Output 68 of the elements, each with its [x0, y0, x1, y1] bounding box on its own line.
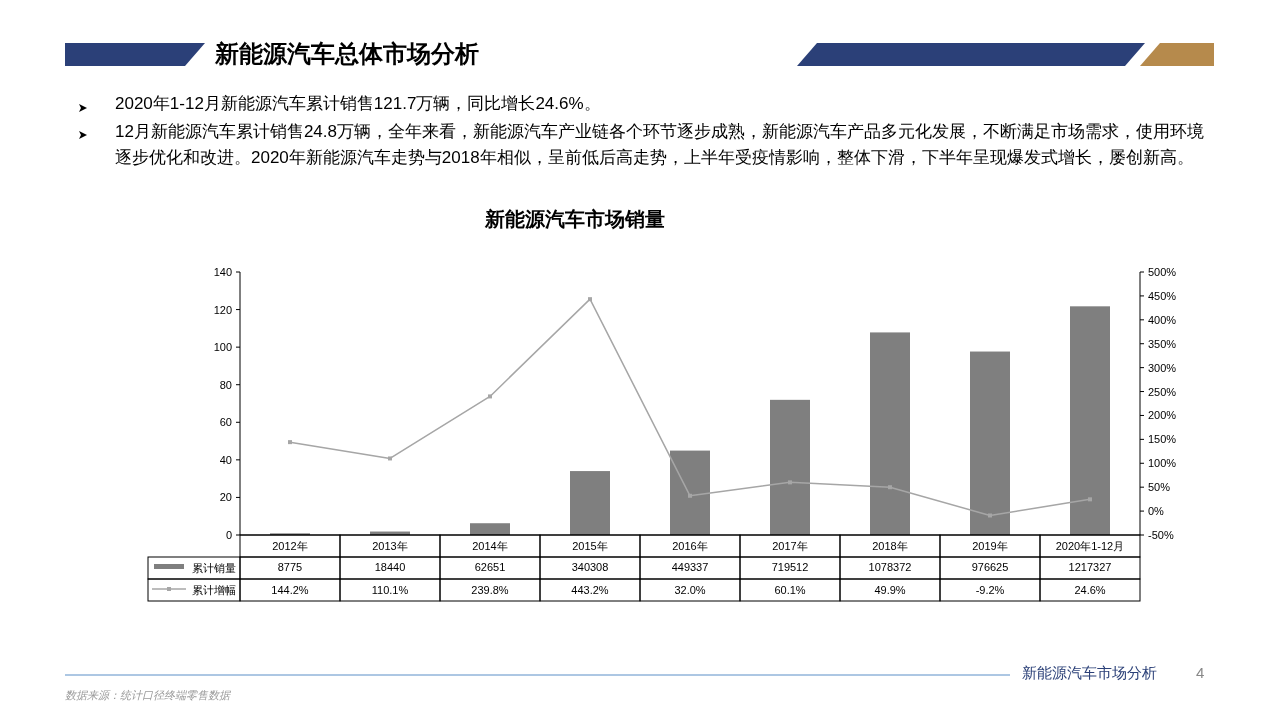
- y2-tick-label: 100%: [1148, 457, 1177, 470]
- text: 8775: [276, 561, 304, 573]
- bar: [770, 399, 810, 535]
- text: 新能源汽车总体市场分析: [215, 39, 479, 69]
- text: 719512: [770, 561, 810, 573]
- bar: [670, 450, 710, 535]
- text: 340308: [570, 561, 610, 573]
- source-note: 数据来源：统计口径终端零售数据: [65, 688, 230, 703]
- y-tick-label: 20: [219, 491, 232, 504]
- chart-title: 新能源汽车市场销量: [484, 208, 665, 230]
- y2-tick-label: -50%: [1148, 529, 1174, 541]
- text: 4: [1196, 664, 1205, 681]
- text: 2020年1-12月新能源汽车累计销售121.7万辆，同比增长24.6%。: [115, 93, 602, 115]
- y2-tick-label: 300%: [1148, 361, 1177, 374]
- x-tick-label: 2018年: [872, 540, 908, 552]
- point: [588, 297, 592, 302]
- data-label: 32.0%: [674, 584, 706, 596]
- text: 1217327: [1067, 561, 1113, 573]
- y2-tick-label: 200%: [1148, 409, 1177, 422]
- text: 976625: [970, 561, 1010, 573]
- y-tick-label: 40: [219, 453, 232, 466]
- bar: [970, 351, 1010, 535]
- x-tick-label: 2014年: [472, 540, 508, 552]
- data-label: 60.1%: [774, 584, 806, 596]
- text: 18440: [373, 561, 407, 573]
- x-tick-label: 2015年: [572, 540, 608, 552]
- data-label: -9.2%: [975, 584, 1005, 596]
- y2-tick-label: 250%: [1148, 385, 1177, 398]
- y2-tick-label: 0%: [1148, 505, 1165, 518]
- x-tick-label: 2016年: [672, 540, 708, 552]
- y2-tick-label: 400%: [1148, 313, 1177, 326]
- data-label: 24.6%: [1074, 584, 1106, 596]
- x-tick-label: 2020年1-12月: [1055, 540, 1125, 552]
- point: [388, 456, 392, 461]
- x-tick-label: 2019年: [972, 540, 1008, 552]
- y-tick-label: 100: [213, 341, 232, 354]
- x-tick-label: 2017年: [772, 540, 808, 552]
- data-label: 144.2%: [271, 584, 309, 596]
- y2-tick-label: 50%: [1148, 481, 1171, 494]
- point: [488, 394, 492, 399]
- bar: [470, 523, 510, 535]
- y2-tick-label: 500%: [1148, 266, 1177, 278]
- x-tick-label: 2013年: [372, 540, 408, 552]
- data-label: 239.8%: [471, 584, 509, 596]
- x-tick-label: 2012年: [272, 540, 308, 552]
- data-label: 443.2%: [571, 584, 609, 596]
- bar: [1070, 306, 1110, 535]
- data-label: 110.1%: [371, 584, 409, 596]
- y-tick-label: 80: [219, 378, 232, 391]
- point: [288, 440, 292, 445]
- legend-label: 累计增幅: [192, 584, 236, 596]
- point: [688, 493, 692, 498]
- text: 12月新能源汽车累计销售24.8万辆，全年来看，新能源汽车产业链各个环节逐步成熟，新能源汽车产品多元化发展，不断满足市场需求，使用环境逐步优化和改进。2020年新能源汽车走势与2018年相似，呈前低后高走势，上半年受疫情影响，整体下滑，下半年呈现爆发式增长，屡创新高。: [115, 121, 1205, 169]
- text: 62651: [473, 561, 507, 573]
- y-tick-label: 140: [213, 266, 232, 278]
- y-tick-label: 0: [225, 529, 232, 541]
- bar: [870, 332, 910, 535]
- legend-label: 累计销量: [192, 562, 236, 574]
- text: 449337: [670, 561, 710, 573]
- y-tick-label: 120: [213, 303, 232, 316]
- y2-tick-label: 450%: [1148, 289, 1177, 302]
- y2-tick-label: 150%: [1148, 433, 1177, 446]
- y-tick-label: 60: [219, 416, 232, 429]
- y2-tick-label: 350%: [1148, 337, 1177, 350]
- bar: [570, 471, 610, 535]
- data-label: 49.9%: [874, 584, 906, 596]
- text: 1078372: [867, 561, 913, 573]
- text: 新能源汽车市场分析: [1022, 664, 1157, 683]
